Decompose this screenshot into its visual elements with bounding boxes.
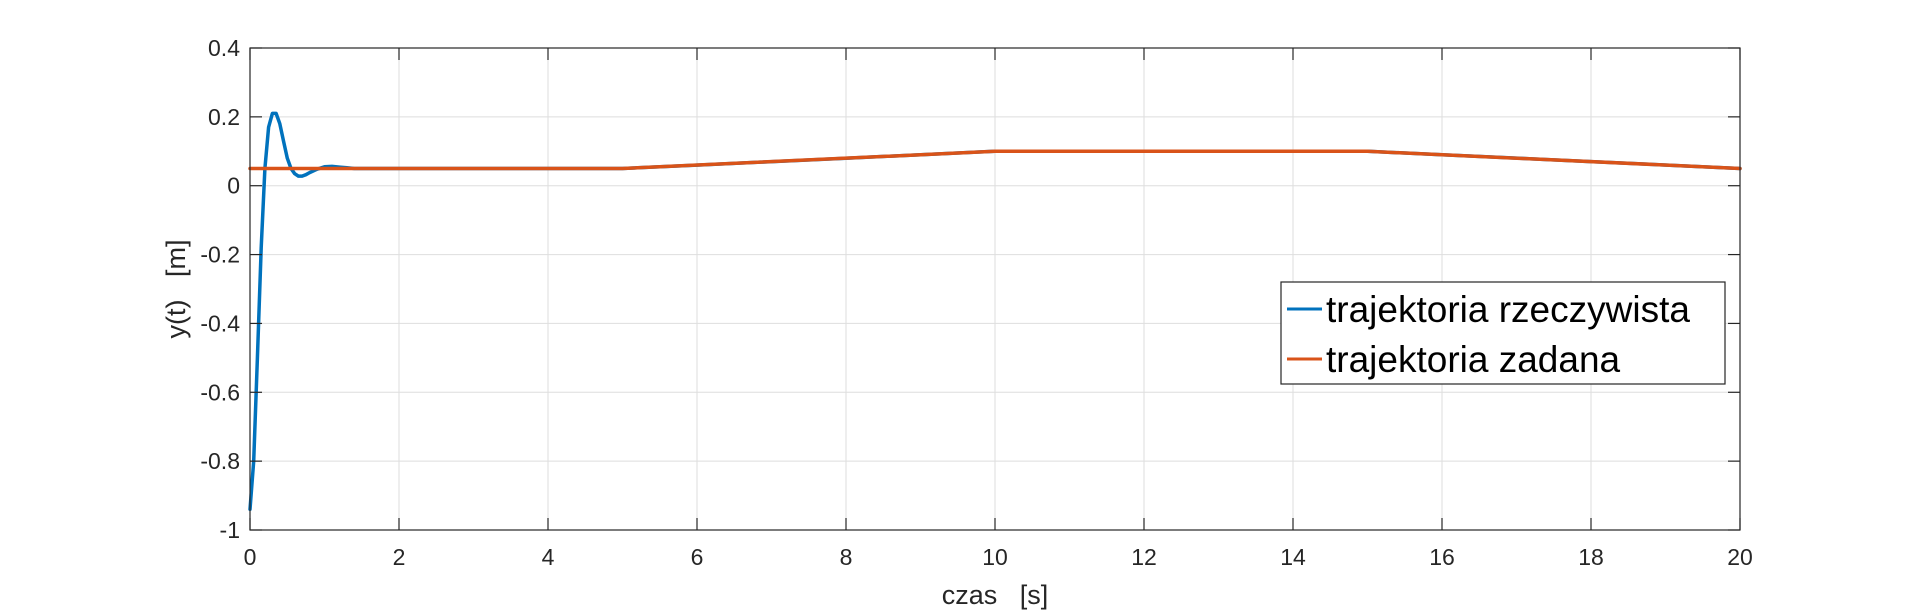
x-tick-label: 10 [982,544,1008,570]
x-tick-label: 6 [691,544,704,570]
y-tick-label: -1 [220,517,240,543]
legend-label-trajektoria-zadana: trajektoria zadana [1326,339,1621,380]
x-tick-label: 16 [1429,544,1455,570]
y-tick-label: -0.2 [200,242,240,268]
legend: trajektoria rzeczywista trajektoria zada… [1280,281,1726,385]
x-tick-label: 18 [1578,544,1604,570]
y-axis-label: y(t) [m] [161,240,191,339]
x-tick-label: 20 [1727,544,1753,570]
x-axis-label: czas [s] [942,580,1049,610]
y-tick-label: 0 [227,173,240,199]
tick-labels: 0 2 4 6 8 10 12 14 16 18 20 -1 -0.8 -0.6 -0.4 -0.2 0 0.2 0… [200,35,1752,570]
x-tick-label: 8 [840,544,853,570]
y-tick-label: -0.6 [200,379,240,405]
series-lines [248,111,1742,512]
x-tick-label: 2 [393,544,406,570]
y-tick-label: 0.4 [208,35,240,61]
x-tick-label: 4 [542,544,555,570]
y-tick-label: -0.4 [200,310,240,336]
y-tick-label: 0.2 [208,104,240,130]
series-line-trajektoria-zadana [248,149,1742,171]
y-tick-label: -0.8 [200,448,240,474]
x-tick-label: 12 [1131,544,1157,570]
axis-ticks [249,47,1741,531]
legend-label-trajektoria-rzeczywista: trajektoria rzeczywista [1326,289,1690,330]
x-tick-label: 14 [1280,544,1306,570]
x-tick-label: 0 [244,544,257,570]
legend-box [1280,281,1726,385]
